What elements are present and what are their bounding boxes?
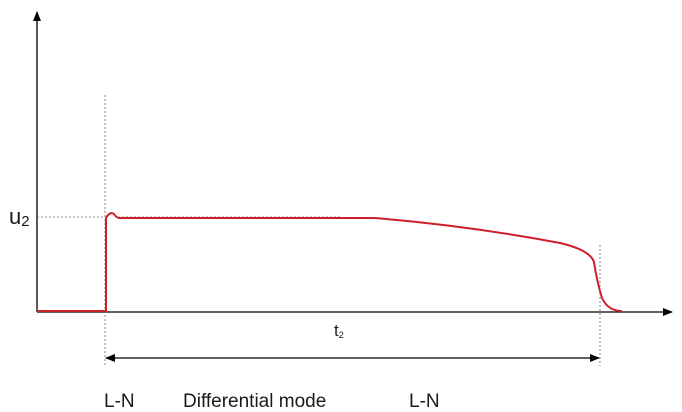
- caption-mode-label: Differential mode: [183, 391, 326, 412]
- caption-left-lnlabel: L-N: [104, 391, 135, 412]
- u2-label: u2: [9, 204, 30, 230]
- caption-right-lnlabel: L-N: [409, 391, 440, 412]
- voltage-waveform: [37, 212, 623, 312]
- t2-label: t2: [334, 321, 344, 340]
